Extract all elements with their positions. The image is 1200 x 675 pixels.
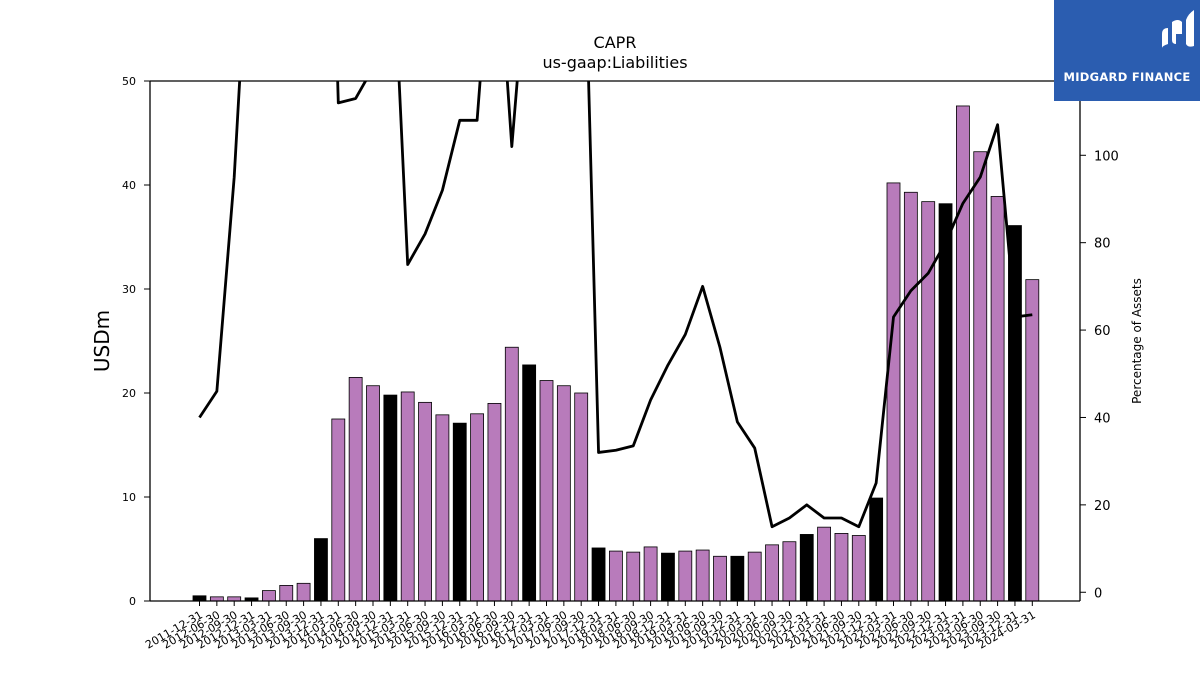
bar xyxy=(713,555,727,602)
y-tick-label: 30 xyxy=(122,283,136,296)
bar xyxy=(990,196,1005,602)
bar xyxy=(973,151,988,602)
bar xyxy=(261,590,276,602)
y-tick-label: 10 xyxy=(122,491,136,504)
y-tick-label: 50 xyxy=(122,75,136,88)
bar xyxy=(643,546,658,602)
midgard-finance-logo: MIDGARD FINANCE xyxy=(1054,0,1200,101)
bar xyxy=(747,551,762,602)
bar xyxy=(418,401,432,602)
bar xyxy=(383,394,398,602)
logo-text: MIDGARD FINANCE xyxy=(1063,70,1191,84)
bar xyxy=(1025,279,1040,602)
bar xyxy=(522,364,537,602)
bar xyxy=(956,105,970,602)
bar xyxy=(279,585,294,602)
logo-mark-icon xyxy=(1162,10,1194,48)
bar xyxy=(487,402,502,602)
y-axis-label: USDm xyxy=(90,310,114,372)
bar xyxy=(574,392,589,602)
bar xyxy=(452,422,467,602)
bar xyxy=(817,526,831,602)
y2-tick-label: 100 xyxy=(1094,149,1119,164)
bar xyxy=(730,555,745,602)
y-tick-label: 0 xyxy=(129,595,136,608)
y2-axis-label: Percentage of Assets xyxy=(1130,278,1144,404)
bar xyxy=(661,552,675,602)
bar xyxy=(435,414,450,602)
bar xyxy=(765,544,779,602)
bar xyxy=(782,541,797,602)
y2-tick-label: 40 xyxy=(1094,411,1111,426)
bar xyxy=(921,201,936,602)
bar xyxy=(314,538,328,602)
bar xyxy=(470,413,485,602)
bar xyxy=(869,497,884,602)
y-tick-label: 20 xyxy=(122,387,136,400)
bar xyxy=(331,418,346,602)
bar xyxy=(591,547,606,602)
bar xyxy=(348,376,363,602)
bar xyxy=(539,380,554,602)
bar xyxy=(609,550,623,602)
chart-title: CAPR xyxy=(594,33,637,52)
bar xyxy=(504,346,519,602)
bar xyxy=(903,191,918,602)
y2-tick-label: 60 xyxy=(1094,324,1111,339)
y2-tick-label: 80 xyxy=(1094,237,1111,252)
bar xyxy=(296,582,311,602)
plot-area: 010203040500204060801002011-12-312012-06… xyxy=(122,75,1119,652)
bar xyxy=(834,533,849,602)
bar xyxy=(851,535,866,602)
bar xyxy=(192,595,207,602)
bar xyxy=(626,551,641,602)
bar xyxy=(799,534,814,602)
y-tick-label: 40 xyxy=(122,179,136,192)
bar xyxy=(695,549,710,602)
chart-subtitle: us-gaap:Liabilities xyxy=(542,53,687,72)
bar xyxy=(678,550,693,602)
bar xyxy=(938,203,953,602)
bar xyxy=(886,182,901,602)
pct-assets-line xyxy=(198,81,1033,529)
bar xyxy=(400,391,415,602)
bar xyxy=(366,385,380,602)
y2-tick-label: 0 xyxy=(1094,586,1102,601)
y2-tick-label: 20 xyxy=(1094,499,1111,514)
bar xyxy=(556,385,571,602)
